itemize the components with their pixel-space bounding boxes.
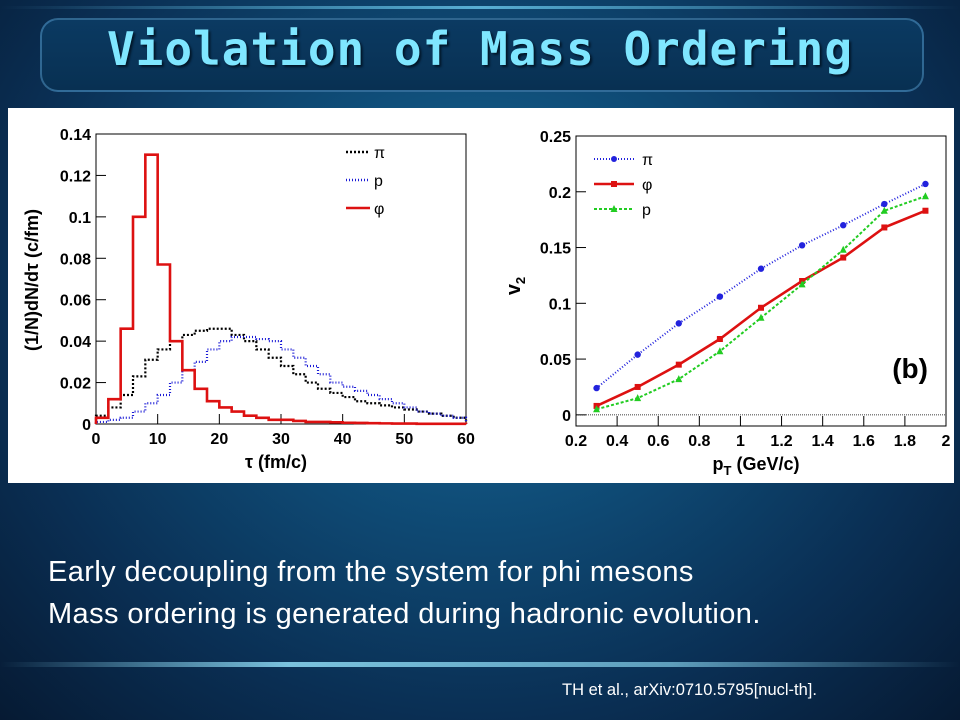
x-tick-label: 20: [210, 431, 228, 448]
data-point: [757, 313, 765, 321]
y-tick-label: 0: [82, 417, 91, 434]
slide-title: Violation of Mass Ordering: [106, 22, 854, 76]
y-tick-label: 0.1: [69, 210, 91, 227]
y-tick-label: 0.1: [549, 296, 571, 313]
x-tick-label: 2: [942, 433, 951, 450]
legend-label: π: [374, 145, 385, 162]
x-tick-label: 60: [457, 431, 475, 448]
x-tick-label: 40: [334, 431, 352, 448]
legend-label: π: [642, 152, 653, 169]
data-point: [716, 293, 724, 300]
data-point: [839, 245, 847, 253]
x-tick-label: 1.8: [894, 433, 916, 450]
plot-frame: [575, 135, 947, 427]
series-line-p: [596, 195, 926, 411]
legend-label: φ: [374, 201, 384, 218]
data-point: [922, 180, 929, 188]
data-point: [921, 192, 929, 200]
data-point: [634, 383, 641, 390]
y-tick-label: 0.04: [60, 334, 91, 351]
histogram-series-φ: [94, 153, 468, 426]
data-point: [798, 242, 806, 249]
body-text-line-1: Early decoupling from the system for phi…: [48, 556, 694, 588]
x-tick-label: 0.2: [565, 433, 587, 450]
tau-distribution-chart: 0 10 20 30 40 50 60 0 0.02 0.04 0.06 0.08 0.1 0.12 0.1…: [22, 127, 475, 472]
data-point: [798, 280, 806, 288]
x-tick-label: 10: [149, 431, 167, 448]
y-tick-label: 0.15: [540, 241, 571, 258]
legend-label: p: [642, 202, 651, 219]
plot-frame: [95, 133, 467, 425]
light-streak-top: [0, 6, 960, 9]
y-tick-label: 0.12: [60, 168, 91, 185]
y-tick-label: 0.2: [549, 185, 571, 202]
data-point: [840, 254, 847, 261]
data-point: [634, 351, 641, 358]
y-tick-label: 0.06: [60, 293, 91, 310]
x-axis-label: τ (fm/c): [245, 452, 307, 472]
x-tick-label: 1.2: [770, 433, 792, 450]
data-point: [593, 384, 600, 392]
x-tick-label: 1.6: [853, 433, 875, 450]
x-tick-label: 1.4: [812, 433, 834, 450]
legend-label: p: [374, 173, 383, 190]
histogram-series-p: [94, 335, 468, 424]
y-tick-label: 0.02: [60, 376, 91, 393]
y-tick-label: 0.08: [60, 251, 91, 268]
y-axis-label: v2: [503, 277, 528, 295]
data-point: [675, 320, 682, 327]
data-point: [881, 200, 888, 208]
x-tick-label: 0.8: [688, 433, 710, 450]
right-chart-panel: 0.2 0.4 0.6 0.8 1 1.2 1.4 1.6 1.8 2 0 0.05 0.1 0.15 0.…: [488, 108, 954, 483]
panel-annotation: (b): [892, 353, 928, 384]
data-point: [881, 224, 888, 231]
x-tick-label: 0: [92, 431, 101, 448]
series-line-π: [595, 183, 926, 389]
x-tick-label: 30: [272, 431, 290, 448]
title-bar: [40, 18, 924, 92]
data-point: [593, 405, 601, 413]
y-tick-label: 0.05: [540, 352, 571, 369]
x-tick-label: 1: [736, 433, 745, 450]
x-axis-label: pT (GeV/c): [713, 454, 800, 478]
v2-vs-pt-chart: 0.2 0.4 0.6 0.8 1 1.2 1.4 1.6 1.8 2 0 0.05 0.1 0.15 0.…: [503, 129, 951, 478]
legend-marker: [611, 181, 617, 187]
legend-marker: [611, 156, 617, 162]
legend-label: φ: [642, 177, 652, 194]
data-point: [675, 375, 683, 383]
y-tick-label: 0.14: [60, 127, 91, 144]
y-axis-label: (1/N)dN/dτ (c/fm): [22, 209, 42, 351]
x-tick-label: 0.4: [606, 433, 628, 450]
citation: TH et al., arXiv:0710.5795[nucl-th].: [562, 681, 817, 699]
data-point: [922, 207, 929, 214]
legend-marker: [610, 205, 618, 212]
x-tick-label: 50: [395, 431, 413, 448]
data-point: [758, 304, 764, 311]
data-point: [634, 394, 642, 402]
data-point: [716, 347, 724, 355]
data-point: [757, 265, 765, 272]
light-streak-bottom: [0, 662, 960, 667]
data-point: [716, 336, 723, 342]
y-tick-label: 0.25: [540, 129, 571, 146]
left-chart-panel: 0 10 20 30 40 50 60 0 0.02 0.04 0.06 0.08 0.1 0.12 0.1…: [8, 108, 488, 483]
data-point: [880, 206, 888, 214]
body-text-line-2: Mass ordering is generated during hadron…: [48, 598, 761, 630]
histogram-series-π: [94, 327, 468, 424]
y-tick-label: 0: [562, 408, 571, 425]
data-point: [675, 361, 682, 368]
data-point: [840, 222, 847, 229]
x-tick-label: 0.6: [647, 433, 669, 450]
